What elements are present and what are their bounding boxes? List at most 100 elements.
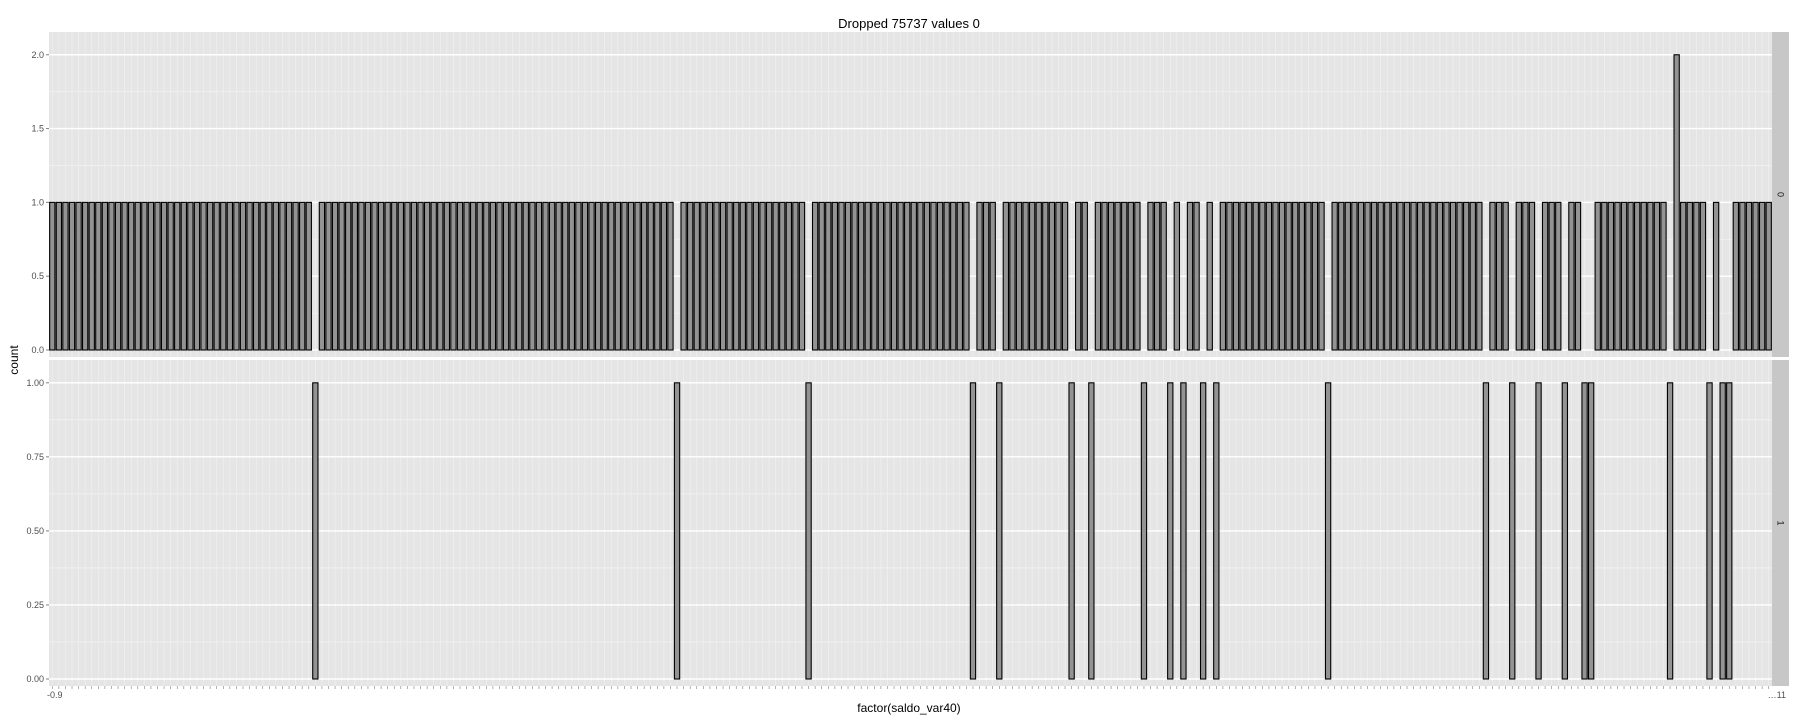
bar	[463, 201, 470, 351]
y-tick-label: 1.00	[26, 378, 44, 388]
bar	[220, 201, 227, 351]
bar	[1338, 201, 1345, 351]
bar	[1758, 201, 1766, 351]
bar	[430, 201, 437, 351]
bar	[358, 201, 365, 351]
bar	[193, 201, 201, 351]
bar	[562, 201, 569, 351]
facet-strip	[1772, 32, 1789, 357]
bar	[325, 201, 332, 351]
bar	[1515, 201, 1522, 351]
bar	[1351, 201, 1358, 351]
bar	[1357, 201, 1365, 351]
bar	[785, 201, 793, 351]
bar	[1601, 201, 1608, 351]
bar	[121, 201, 128, 351]
bar	[621, 201, 628, 351]
bar	[62, 201, 69, 351]
bar	[1331, 201, 1338, 351]
bar	[259, 201, 266, 351]
bar	[1364, 201, 1371, 351]
bar	[522, 201, 529, 351]
bar	[1318, 201, 1325, 351]
bar	[1509, 382, 1516, 680]
bar	[601, 201, 608, 351]
bar	[1068, 382, 1075, 680]
bar	[1015, 201, 1023, 351]
bar	[1568, 201, 1575, 351]
bar	[857, 201, 865, 351]
bar	[1226, 201, 1233, 351]
bar	[154, 201, 161, 351]
bar	[101, 201, 109, 351]
bar	[1022, 201, 1029, 351]
bar	[312, 382, 319, 680]
bar	[1344, 201, 1352, 351]
y-tick-label: 2.0	[31, 50, 44, 60]
y-tick-label: 0.00	[26, 674, 44, 684]
bar	[1285, 201, 1292, 351]
bar	[469, 201, 477, 351]
bar	[233, 201, 240, 351]
bar	[95, 201, 102, 351]
bar	[1449, 201, 1457, 351]
bar	[904, 201, 911, 351]
y-tick-label: 0.50	[26, 526, 44, 536]
bar	[831, 201, 839, 351]
bar	[68, 201, 76, 351]
bar	[608, 201, 615, 351]
bar	[1272, 201, 1279, 351]
y-tick-label: 0.5	[31, 271, 44, 281]
facet-panel-1: 0.00 0.25 0.50 0.75 1.00 1	[26, 360, 1789, 686]
bar	[1430, 201, 1437, 351]
bar	[1186, 201, 1194, 351]
bar	[535, 201, 543, 351]
facet-strip-label: 1	[1776, 520, 1786, 525]
bar	[667, 201, 674, 351]
bar	[693, 201, 700, 351]
bar	[1443, 201, 1450, 351]
bar	[371, 201, 378, 351]
bar	[292, 201, 299, 351]
y-tick-label: 0.75	[26, 452, 44, 462]
bar	[1594, 201, 1601, 351]
bar	[1193, 201, 1200, 351]
bar	[1719, 382, 1726, 680]
bar	[1134, 201, 1141, 351]
bar	[555, 201, 562, 351]
bar	[851, 201, 858, 351]
bar	[963, 201, 970, 351]
bar	[1686, 201, 1693, 351]
bar	[160, 201, 168, 351]
bar	[1752, 201, 1759, 351]
bar	[719, 201, 727, 351]
bar	[733, 201, 740, 351]
bar	[1469, 201, 1476, 351]
bar	[654, 201, 661, 351]
bar	[456, 201, 464, 351]
bar	[423, 201, 431, 351]
bar	[1410, 201, 1417, 351]
bar	[1489, 201, 1496, 351]
bar	[1587, 382, 1595, 680]
bar	[246, 201, 253, 351]
bar	[588, 201, 595, 351]
bar	[1581, 382, 1588, 680]
bar	[1246, 201, 1253, 351]
bar	[877, 201, 885, 351]
bar	[798, 201, 806, 351]
bar	[548, 201, 556, 351]
bar	[1377, 201, 1384, 351]
bar	[739, 201, 746, 351]
bar	[1324, 382, 1332, 680]
bar	[1278, 201, 1286, 351]
bar	[1673, 54, 1680, 351]
bar	[1213, 382, 1220, 680]
bar	[1292, 201, 1299, 351]
bar	[956, 201, 964, 351]
bar	[989, 201, 996, 351]
bar	[575, 201, 582, 351]
bar	[299, 201, 306, 351]
bar	[345, 201, 352, 351]
